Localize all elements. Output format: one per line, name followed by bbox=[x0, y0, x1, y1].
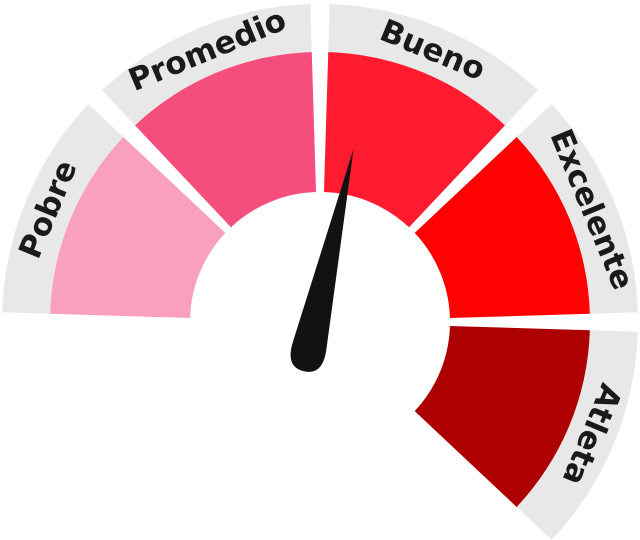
label-band-pobre bbox=[2, 104, 125, 314]
segment-promedio bbox=[135, 52, 317, 228]
segment-atleta bbox=[414, 325, 590, 507]
gauge-segments bbox=[50, 52, 590, 507]
segment-excelente bbox=[414, 137, 590, 319]
segment-bueno bbox=[323, 52, 505, 228]
gauge-needle bbox=[290, 148, 354, 372]
label-band-atleta bbox=[515, 330, 638, 540]
label-band-excelente bbox=[515, 104, 638, 314]
outer-label-band bbox=[2, 4, 638, 540]
label-band-promedio bbox=[102, 4, 312, 127]
label-band-bueno bbox=[328, 4, 538, 127]
segment-pobre bbox=[50, 137, 226, 319]
